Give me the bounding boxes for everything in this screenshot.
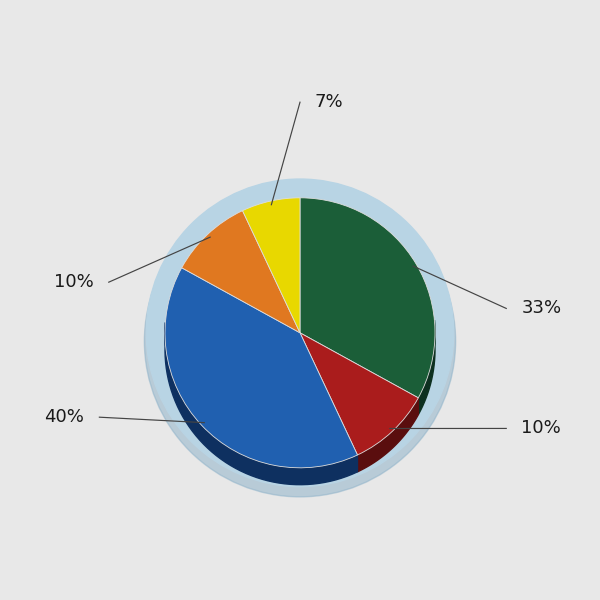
- Text: 10%: 10%: [521, 419, 561, 437]
- Text: 7%: 7%: [315, 93, 344, 111]
- Text: 40%: 40%: [44, 408, 85, 426]
- Wedge shape: [300, 198, 435, 398]
- Polygon shape: [165, 322, 358, 485]
- Circle shape: [145, 185, 455, 497]
- Circle shape: [146, 179, 454, 487]
- Polygon shape: [418, 320, 435, 415]
- Polygon shape: [358, 398, 418, 472]
- Text: 33%: 33%: [521, 299, 562, 317]
- Wedge shape: [242, 198, 300, 333]
- Wedge shape: [300, 333, 418, 455]
- Text: 10%: 10%: [54, 273, 94, 291]
- Wedge shape: [182, 211, 300, 333]
- Wedge shape: [165, 268, 358, 468]
